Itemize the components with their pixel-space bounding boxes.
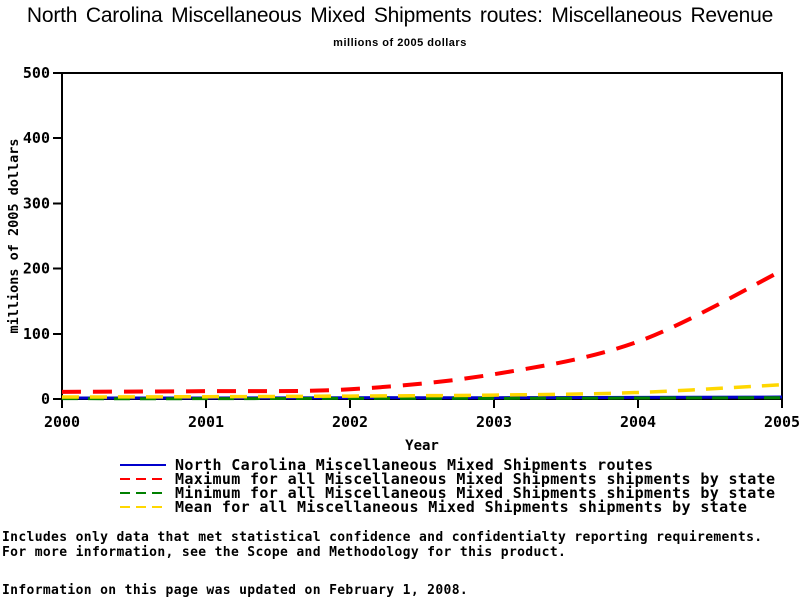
x-tick-label: 2004: [620, 413, 656, 431]
plot-area: 0 100 200 300 400 500 2000 2001 2002 2003 2004 2005…: [6, 64, 800, 454]
legend: North Carolina Miscellaneous Mixed Shipm…: [120, 456, 776, 516]
chart-title: North Carolina Miscellaneous Mixed Shipm…: [26, 4, 774, 27]
legend-label-minimum: Minimum for all Miscellaneous Mixed Ship…: [175, 484, 776, 502]
legend-swatch-mean: [120, 506, 166, 508]
x-tick-label: 2003: [476, 413, 512, 431]
y-axis-title: millions of 2005 dollars: [6, 138, 22, 333]
footnote-updated: Information on this page was updated on …: [2, 583, 469, 598]
x-tick-label: 2002: [332, 413, 368, 431]
y-tick-label: 200: [23, 260, 50, 278]
y-tick-label: 100: [23, 325, 50, 343]
series-line-1: [61, 268, 783, 394]
legend-item-maximum: Maximum for all Miscellaneous Mixed Ship…: [120, 470, 776, 488]
plot-frame: [61, 72, 783, 400]
x-tick-label: 2000: [44, 413, 80, 431]
y-tick-label: 300: [23, 194, 50, 212]
legend-item-mean: Mean for all Miscellaneous Mixed Shipmen…: [120, 498, 775, 516]
chart-subtitle: millions of 2005 dollars: [333, 37, 467, 49]
series-line-3: [61, 382, 783, 399]
legend-label-maximum: Maximum for all Miscellaneous Mixed Ship…: [175, 470, 776, 488]
footnote-confidence: Includes only data that met statistical …: [2, 530, 763, 545]
x-tick-label: 2001: [188, 413, 224, 431]
legend-swatch-nc-routes: [120, 464, 166, 466]
x-tick-label: 2005: [764, 413, 800, 431]
y-tick-label: 0: [41, 390, 50, 408]
footnote-scope: For more information, see the Scope and …: [2, 544, 567, 560]
legend-item-minimum: Minimum for all Miscellaneous Mixed Ship…: [120, 484, 776, 502]
legend-swatch-maximum: [120, 478, 166, 480]
y-tick-label: 500: [23, 64, 50, 82]
footnotes: Includes only data that met statistical …: [2, 530, 763, 599]
legend-label-mean: Mean for all Miscellaneous Mixed Shipmen…: [175, 498, 748, 516]
x-axis-title: Year: [405, 438, 439, 454]
y-tick-label: 400: [23, 129, 50, 147]
legend-swatch-minimum: [120, 492, 166, 494]
legend-label-nc-routes: North Carolina Miscellaneous Mixed Shipm…: [175, 456, 654, 474]
legend-item-nc-routes: North Carolina Miscellaneous Mixed Shipm…: [120, 456, 775, 474]
